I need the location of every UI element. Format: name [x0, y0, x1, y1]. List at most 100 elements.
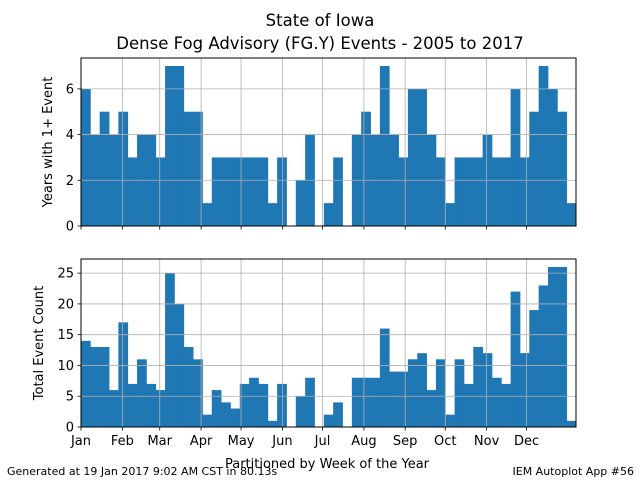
axes-frame	[80, 258, 577, 428]
bar-week-17	[230, 157, 241, 226]
bar-week-36	[407, 88, 418, 226]
x-tick-label-jul: Jul	[314, 434, 331, 449]
bar-week-33	[379, 328, 390, 427]
bar-week-49	[529, 310, 540, 427]
x-tick-label-mar: Mar	[147, 434, 172, 449]
bar-week-52	[557, 267, 568, 427]
bar-week-20	[258, 383, 269, 427]
bar-week-6	[127, 383, 138, 427]
bar-week-10	[165, 66, 175, 226]
x-tick-label-apr: Apr	[190, 434, 213, 449]
bar-week-8	[146, 383, 157, 427]
bar-week-5	[118, 322, 129, 427]
bar-week-10	[165, 273, 175, 427]
y-tick-label: 15	[57, 328, 74, 343]
y-tick-label: 0	[66, 220, 74, 235]
bar-week-35	[398, 157, 409, 226]
bar-week-14	[202, 203, 213, 226]
bar-week-21	[267, 203, 278, 226]
x-tick-label-may: May	[228, 434, 255, 449]
bar-week-53	[566, 420, 577, 427]
x-axis-label: Partitioned by Week of the Year	[225, 457, 430, 472]
bar-week-1	[81, 340, 91, 427]
top-panel-years-with-event: 0 2 4 6 Years with 1+ Event	[41, 57, 577, 235]
bar-week-7	[137, 359, 147, 427]
bar-week-30	[351, 377, 362, 427]
bar-week-39	[435, 359, 446, 427]
bar-week-47	[510, 88, 521, 226]
bottom-panel-event-count: 0 5 10 15 20 25 Jan Feb Mar Apr May Jun Jul Aug Sep Oct…	[32, 258, 577, 449]
bar-week-46	[501, 157, 512, 226]
x-tick-label-jan: Jan	[70, 434, 91, 449]
y-axis-label: Years with 1+ Event	[41, 77, 56, 209]
y-tick-label: 6	[66, 82, 74, 97]
y-tick-label: 10	[57, 359, 74, 374]
bar-week-43	[473, 157, 483, 226]
x-tick-label-nov: Nov	[474, 434, 500, 449]
chart-title-line2: Dense Fog Advisory (FG.Y) Events - 2005 …	[116, 34, 524, 53]
bar-week-38	[426, 390, 437, 427]
bar-week-25	[305, 377, 315, 427]
bar-week-43	[473, 347, 483, 427]
x-tick-label-jun: Jun	[271, 434, 292, 449]
bar-week-35	[398, 371, 409, 427]
y-axis-label: Total Event Count	[32, 286, 47, 401]
footer-generated: Generated at 19 Jan 2017 9:02 AM CST in …	[7, 465, 278, 478]
bar-week-53	[566, 203, 577, 226]
y-tick-label: 25	[57, 267, 74, 282]
y-tick-label: 20	[57, 297, 74, 312]
bar-week-37	[417, 353, 427, 427]
bar-week-32	[370, 377, 381, 427]
bar-week-42	[463, 383, 474, 427]
bar-week-24	[295, 396, 306, 427]
bar-week-45	[491, 377, 502, 427]
bar-week-13	[193, 111, 203, 226]
bar-week-34	[389, 371, 399, 427]
bar-week-37	[417, 88, 427, 226]
bar-week-19	[249, 377, 259, 427]
bar-week-28	[333, 402, 343, 427]
bar-week-22	[277, 383, 287, 427]
x-tick-label-sep: Sep	[393, 434, 418, 449]
bar-week-40	[445, 414, 455, 427]
bar-week-17	[230, 408, 241, 427]
bar-week-46	[501, 383, 512, 427]
bar-week-14	[202, 414, 213, 427]
bar-week-28	[333, 157, 343, 226]
x-tick-label-dec: Dec	[514, 434, 539, 449]
bar-week-15	[211, 390, 222, 427]
bar-week-11	[174, 66, 185, 226]
bar-week-47	[510, 291, 521, 427]
bar-week-18	[239, 383, 250, 427]
bar-week-49	[529, 111, 540, 226]
bar-week-41	[454, 359, 465, 427]
bar-week-45	[491, 157, 502, 226]
footer-app-label: IEM Autoplot App #56	[512, 465, 635, 478]
bar-week-12	[183, 347, 194, 427]
bar-week-13	[193, 359, 203, 427]
bar-week-15	[211, 157, 222, 226]
bar-week-48	[519, 353, 530, 427]
bar-week-50	[538, 285, 549, 427]
bar-week-51	[547, 267, 558, 427]
bar-week-42	[463, 157, 474, 226]
bar-week-36	[407, 359, 418, 427]
bar-week-27	[323, 414, 334, 427]
y-tick-label: 5	[66, 390, 74, 405]
bar-week-9	[155, 157, 166, 226]
bar-week-16	[221, 157, 231, 226]
bar-week-3	[99, 111, 110, 226]
chart-title-line1: State of Iowa	[265, 11, 375, 30]
x-tick-label-oct: Oct	[434, 434, 456, 449]
bar-week-31	[361, 377, 371, 427]
y-tick-label: 0	[66, 421, 74, 436]
bar-week-3	[99, 347, 110, 427]
bar-week-33	[379, 66, 390, 226]
bar-week-22	[277, 157, 287, 226]
bar-week-52	[557, 111, 568, 226]
bar-week-39	[435, 157, 446, 226]
bar-week-20	[258, 157, 269, 226]
bar-week-2	[90, 347, 101, 427]
y-tick-label: 2	[66, 174, 74, 189]
bar-week-9	[155, 390, 166, 427]
